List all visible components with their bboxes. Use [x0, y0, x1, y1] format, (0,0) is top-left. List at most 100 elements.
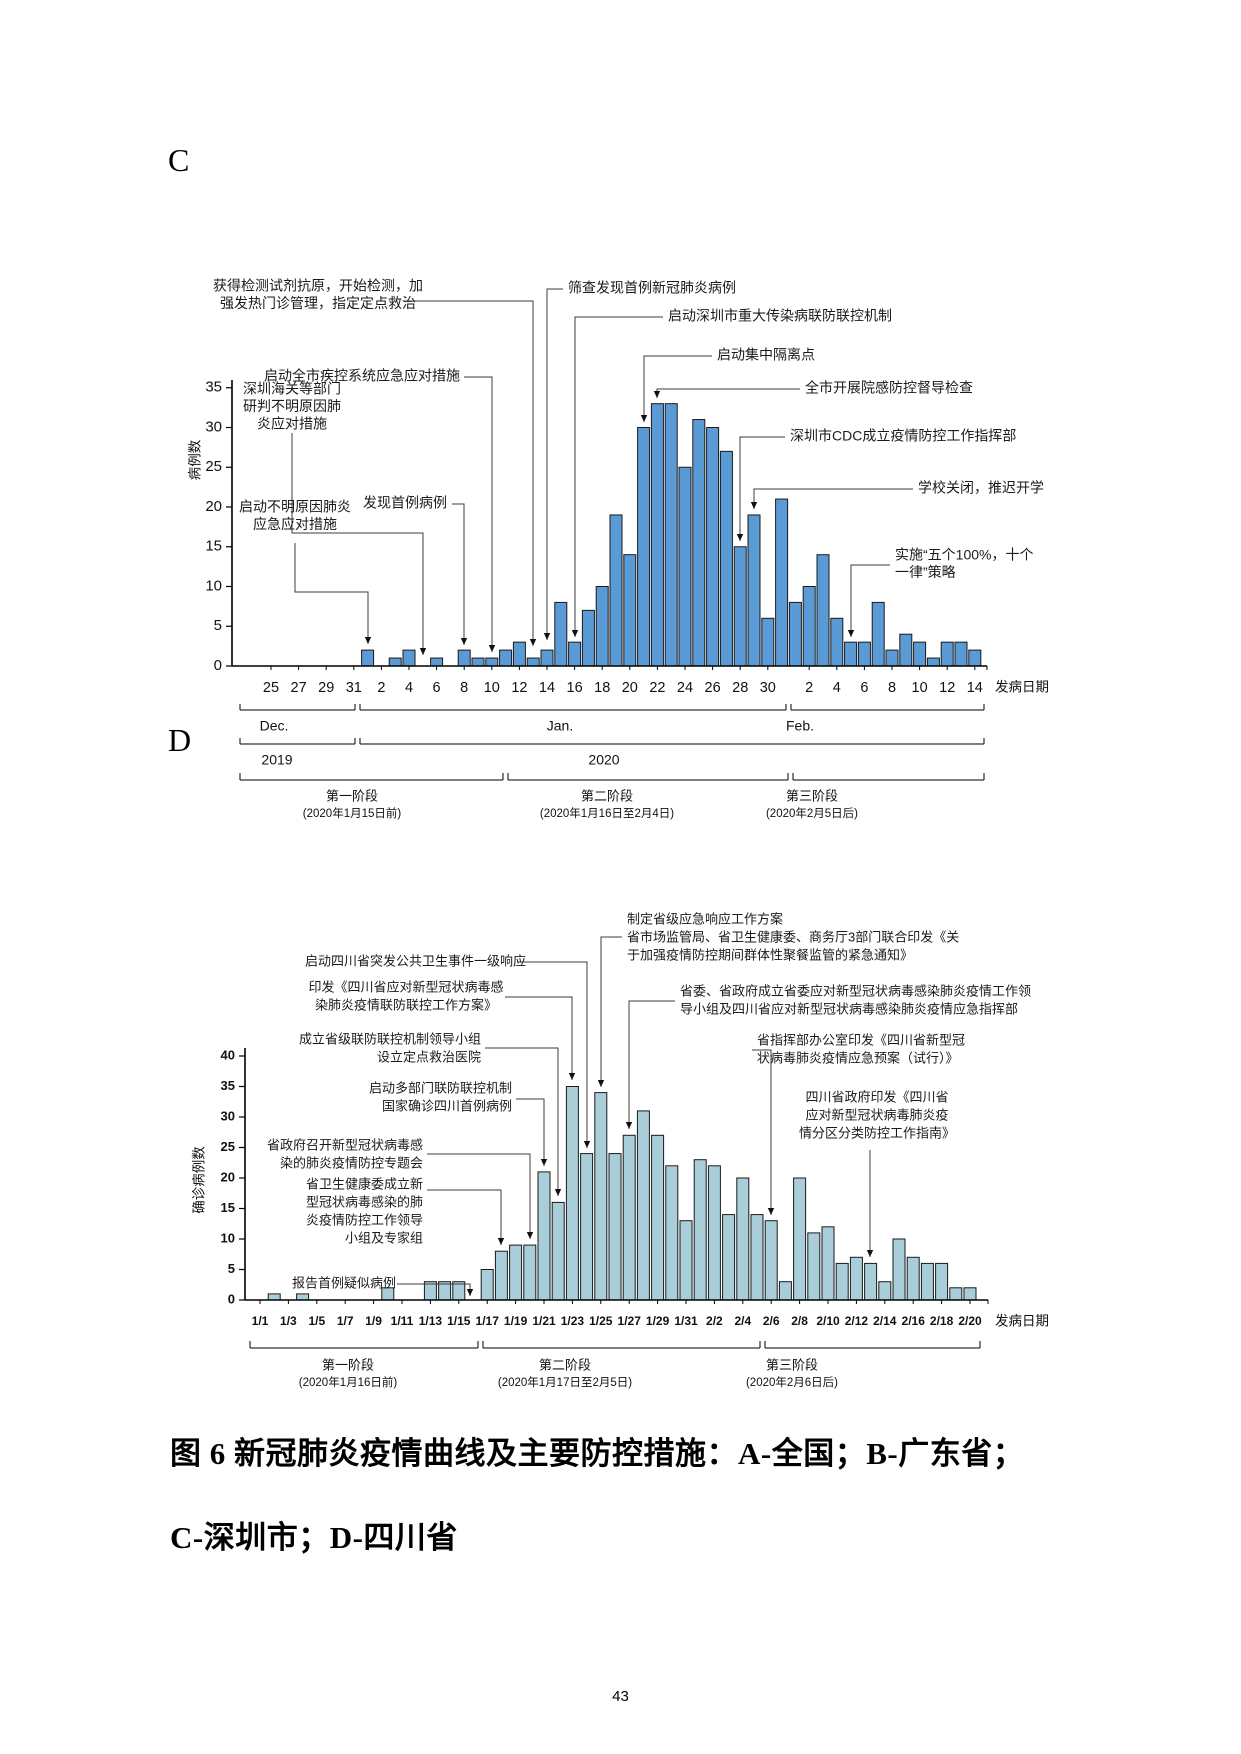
- section-label: 第三阶段: [766, 1357, 818, 1372]
- bar: [707, 1165, 721, 1301]
- x-tick-label: 14: [967, 680, 983, 696]
- section-sub-label: (2020年1月16日至2月4日): [540, 806, 674, 820]
- bar: [537, 1171, 551, 1301]
- annotation-leader-emergency-plan-trial: [752, 1049, 772, 1215]
- x-tick-label: 24: [677, 680, 693, 696]
- bar: [835, 1262, 849, 1301]
- bar: [551, 1201, 565, 1301]
- annotation-leader-party-committee-group: [628, 1000, 675, 1129]
- bar: [608, 1153, 622, 1301]
- x-tick-label: 10: [484, 680, 500, 696]
- annotation-text-emergency-plan-trial: 状病毒肺炎疫情应急预案（试行）》: [757, 1050, 959, 1065]
- bar: [499, 649, 513, 667]
- section-sub-label: (2020年1月17日至2月5日): [498, 1375, 632, 1389]
- section-label: 第三阶段: [786, 788, 838, 803]
- bar: [480, 1269, 494, 1301]
- section-sub-label: (2020年1月16日前): [299, 1375, 398, 1389]
- bar: [692, 419, 706, 667]
- section-label: 第二阶段: [539, 1357, 591, 1372]
- bar: [509, 1244, 523, 1301]
- bar: [954, 641, 968, 667]
- bar: [935, 1262, 949, 1301]
- x-tick-label: 20: [622, 680, 638, 696]
- annotation-arrowhead-level1-response: [583, 1141, 591, 1148]
- bar: [830, 617, 844, 667]
- annotation-text-cdc-command: 深圳市CDC成立疫情防控工作指挥部: [790, 428, 1016, 444]
- x-tick-label: 22: [649, 680, 665, 696]
- bar: [594, 1092, 608, 1301]
- y-axis-title: 确诊病例数: [192, 1146, 207, 1214]
- page-number: 43: [612, 1688, 629, 1705]
- bar: [793, 1177, 807, 1301]
- x-axis-title: 发病日期: [995, 1314, 1049, 1329]
- x-tick-label: 1/5: [308, 1314, 325, 1328]
- annotation-arrowhead-unknown-pneumonia-response: [364, 637, 372, 644]
- x-tick-label: 2/2: [706, 1314, 723, 1328]
- bar: [580, 1153, 594, 1301]
- bar: [595, 586, 609, 667]
- annotation-arrowhead-screening-first-case: [543, 633, 551, 640]
- annotation-arrowhead-customs: [419, 648, 427, 655]
- x-tick-label: 1/27: [618, 1314, 642, 1328]
- annotation-leader-screening-first-case: [546, 288, 563, 640]
- y-tick-label: 0: [228, 1291, 235, 1306]
- bar: [857, 641, 871, 667]
- section-label: 2020: [588, 752, 619, 768]
- x-tick-label: 29: [318, 680, 334, 696]
- bar: [361, 649, 375, 667]
- annotation-arrowhead-first-case-found: [460, 638, 468, 645]
- bar: [512, 641, 526, 667]
- annotation-leader-quarantine-sites: [643, 355, 712, 422]
- x-tick-label: 1/13: [419, 1314, 443, 1328]
- axes: 0 5 10 15 20 25 30 35 40 1/1 1/3 1/5 1/7 1/9 1/11 1/13 1…: [192, 1047, 1049, 1328]
- bar: [565, 1086, 579, 1301]
- annotation-arrowhead-emergency-plan-trial: [767, 1208, 775, 1215]
- x-tick-label: 8: [888, 680, 896, 696]
- x-tick-label: 8: [460, 680, 468, 696]
- bar: [788, 601, 802, 667]
- y-tick-label: 25: [205, 458, 222, 475]
- bar: [267, 1293, 281, 1301]
- bar: [761, 617, 775, 667]
- bar: [747, 514, 761, 667]
- bar: [864, 1262, 878, 1301]
- bar: [526, 657, 540, 667]
- x-tick-label: 2/18: [930, 1314, 954, 1328]
- x-tick-label: 26: [705, 680, 721, 696]
- annotation-text-customs: 炎应对措施: [257, 416, 327, 432]
- annotation-text-provincial-plan: 制定省级应急响应工作方案: [627, 911, 783, 926]
- annotation-text-special-meeting: 省政府召开新型冠状病毒感: [267, 1137, 423, 1152]
- y-tick-label: 0: [214, 657, 222, 674]
- panel-label-d: D: [168, 722, 192, 758]
- y-tick-label: 20: [205, 498, 222, 515]
- x-tick-label: 4: [405, 680, 413, 696]
- bar: [949, 1287, 963, 1301]
- section-sub-label: (2020年2月5日后): [766, 806, 858, 820]
- annotation-leader-leading-group-hospitals: [485, 1047, 559, 1196]
- annotation-text-customs: 研判不明原因肺: [243, 398, 341, 414]
- section-label: 第二阶段: [581, 788, 633, 803]
- x-tick-label: 1/17: [476, 1314, 500, 1328]
- annotation-leader-test-reagent: [404, 300, 534, 646]
- annotation-text-school-closure: 学校关闭，推迟开学: [918, 480, 1044, 496]
- y-tick-label: 15: [221, 1200, 235, 1215]
- bar: [581, 609, 595, 667]
- annotation-text-party-committee-group: 导小组及四川省应对新型冠状病毒感染肺炎疫情应急指挥部: [680, 1001, 1018, 1016]
- bar: [485, 657, 499, 667]
- bar: [778, 1281, 792, 1301]
- bar: [554, 601, 568, 667]
- x-axis-title: 发病日期: [995, 680, 1049, 695]
- annotation-arrowhead-hospital-inspection: [653, 391, 661, 398]
- annotation-arrowhead-cdc-command: [736, 534, 744, 541]
- bar: [807, 1232, 821, 1301]
- y-tick-label: 30: [205, 418, 222, 435]
- bar: [764, 1220, 778, 1301]
- y-tick-label: 40: [221, 1047, 235, 1062]
- panel-label-c: C: [168, 142, 190, 178]
- bar: [816, 554, 830, 667]
- annotations: 启动四川省突发公共卫生事件一级响应 制定省级应急响应工作方案省市场监管局、省卫生健…: [267, 911, 1031, 1296]
- y-tick-label: 10: [221, 1230, 235, 1245]
- y-tick-label: 15: [205, 538, 222, 555]
- annotation-text-party-committee-group: 省委、省政府成立省委应对新型冠状病毒感染肺炎疫情工作领: [680, 983, 1031, 998]
- annotation-text-health-commission-group: 省卫生健康委成立新: [306, 1176, 423, 1191]
